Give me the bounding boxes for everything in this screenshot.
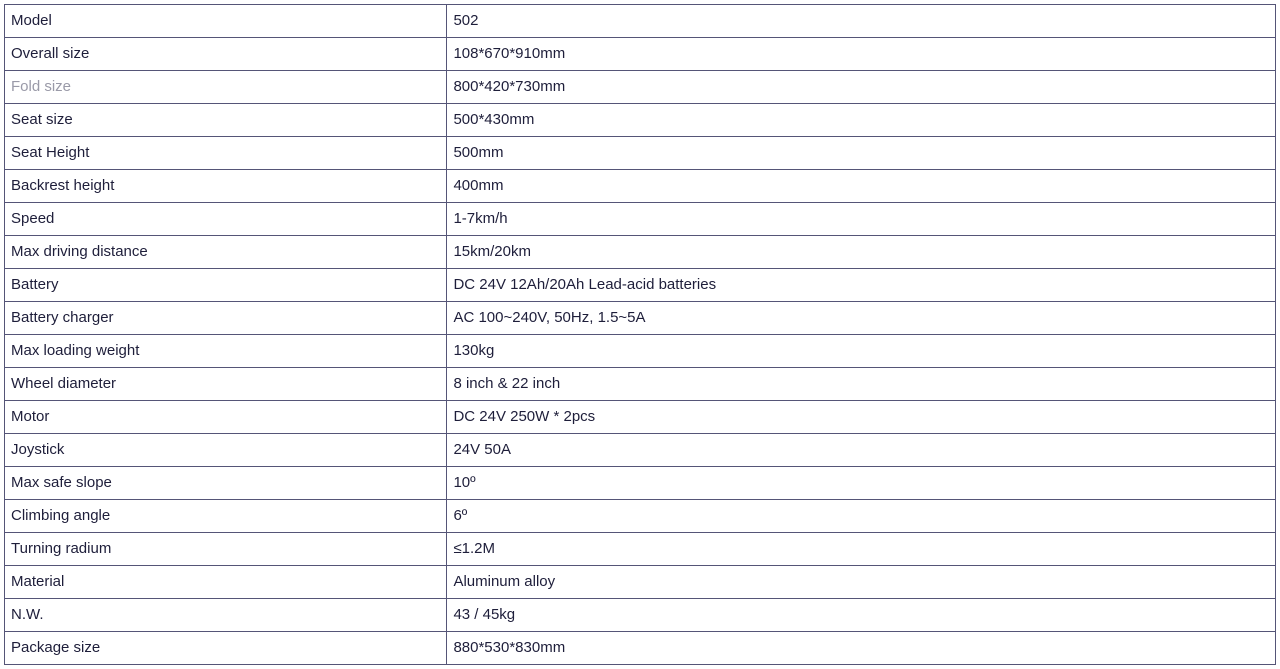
spec-table: Model 502 Overall size 108*670*910mm Fol…	[4, 4, 1276, 665]
table-row: Fold size 800*420*730mm	[5, 71, 1276, 104]
spec-label: Max loading weight	[5, 335, 447, 368]
spec-value: AC 100~240V, 50Hz, 1.5~5A	[447, 302, 1276, 335]
spec-value: 108*670*910mm	[447, 38, 1276, 71]
table-row: Seat size 500*430mm	[5, 104, 1276, 137]
table-row: Backrest height 400mm	[5, 170, 1276, 203]
table-row: Battery charger AC 100~240V, 50Hz, 1.5~5…	[5, 302, 1276, 335]
spec-label: Max safe slope	[5, 467, 447, 500]
spec-label: Battery	[5, 269, 447, 302]
spec-value: 1-7km/h	[447, 203, 1276, 236]
spec-label: Speed	[5, 203, 447, 236]
table-row: Model 502	[5, 5, 1276, 38]
table-row: Turning radium ≤1.2M	[5, 533, 1276, 566]
table-row: Battery DC 24V 12Ah/20Ah Lead-acid batte…	[5, 269, 1276, 302]
spec-label: Overall size	[5, 38, 447, 71]
table-row: Max safe slope 10º	[5, 467, 1276, 500]
spec-value: DC 24V 12Ah/20Ah Lead-acid batteries	[447, 269, 1276, 302]
spec-label-fold-size: Fold size	[5, 71, 447, 104]
spec-value: DC 24V 250W * 2pcs	[447, 401, 1276, 434]
spec-value: 130kg	[447, 335, 1276, 368]
spec-value: ≤1.2M	[447, 533, 1276, 566]
spec-value: 880*530*830mm	[447, 632, 1276, 665]
spec-value: 8 inch & 22 inch	[447, 368, 1276, 401]
spec-value: 10º	[447, 467, 1276, 500]
spec-label: Wheel diameter	[5, 368, 447, 401]
spec-label: Climbing angle	[5, 500, 447, 533]
spec-value: 15km/20km	[447, 236, 1276, 269]
table-row: Joystick 24V 50A	[5, 434, 1276, 467]
spec-value: 500mm	[447, 137, 1276, 170]
table-row: Material Aluminum alloy	[5, 566, 1276, 599]
spec-label: Seat Height	[5, 137, 447, 170]
table-row: Motor DC 24V 250W * 2pcs	[5, 401, 1276, 434]
table-row: Wheel diameter 8 inch & 22 inch	[5, 368, 1276, 401]
spec-label: Backrest height	[5, 170, 447, 203]
table-row: Max loading weight 130kg	[5, 335, 1276, 368]
spec-value: 400mm	[447, 170, 1276, 203]
spec-label: Model	[5, 5, 447, 38]
spec-table-body: Model 502 Overall size 108*670*910mm Fol…	[5, 5, 1276, 665]
spec-value: 24V 50A	[447, 434, 1276, 467]
spec-label: Seat size	[5, 104, 447, 137]
spec-label: Battery charger	[5, 302, 447, 335]
table-row: Seat Height 500mm	[5, 137, 1276, 170]
spec-label: Turning radium	[5, 533, 447, 566]
table-row: Package size 880*530*830mm	[5, 632, 1276, 665]
table-row: Climbing angle 6º	[5, 500, 1276, 533]
spec-label: Package size	[5, 632, 447, 665]
spec-label: Joystick	[5, 434, 447, 467]
table-row: N.W. 43 / 45kg	[5, 599, 1276, 632]
spec-label: Max driving distance	[5, 236, 447, 269]
table-row: Speed 1-7km/h	[5, 203, 1276, 236]
table-row: Max driving distance 15km/20km	[5, 236, 1276, 269]
spec-value: Aluminum alloy	[447, 566, 1276, 599]
spec-label: Material	[5, 566, 447, 599]
spec-value: 6º	[447, 500, 1276, 533]
spec-value: 43 / 45kg	[447, 599, 1276, 632]
spec-label: Motor	[5, 401, 447, 434]
spec-label: N.W.	[5, 599, 447, 632]
table-row: Overall size 108*670*910mm	[5, 38, 1276, 71]
spec-value: 800*420*730mm	[447, 71, 1276, 104]
spec-value: 500*430mm	[447, 104, 1276, 137]
spec-value: 502	[447, 5, 1276, 38]
